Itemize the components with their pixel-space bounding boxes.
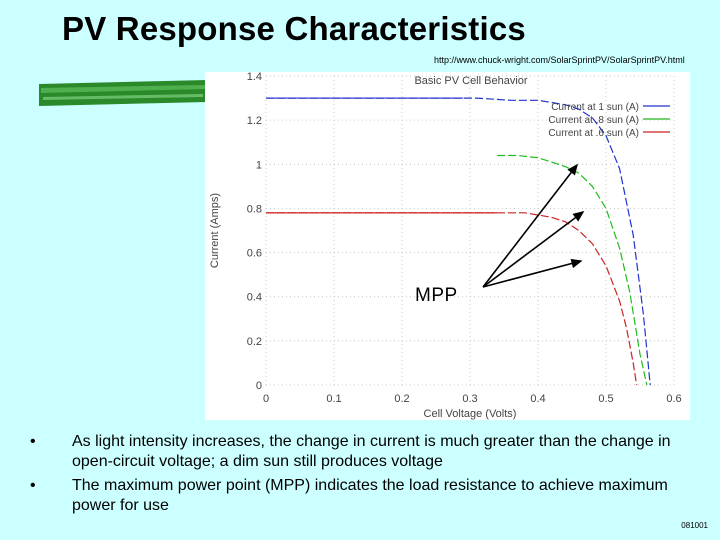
bullet-marker: •: [30, 433, 36, 450]
y-tick-label: 1: [256, 159, 262, 171]
y-tick-label: 1.4: [247, 72, 262, 83]
chart-title: Basic PV Cell Behavior: [414, 75, 527, 87]
bullet-text: The maximum power point (MPP) indicates …: [72, 477, 668, 514]
y-tick-label: 0.2: [247, 336, 262, 348]
x-tick-label: 0.3: [462, 393, 477, 405]
mpp-label: MPP: [415, 285, 458, 306]
chart-background: [205, 72, 690, 420]
slide-footer: 081001: [681, 521, 708, 530]
series-line: [497, 154, 648, 386]
x-tick-label: 0.2: [394, 393, 409, 405]
y-tick-label: 0: [256, 380, 262, 392]
x-tick-label: 0.5: [598, 393, 613, 405]
series-line: [266, 97, 651, 386]
y-tick-label: 0.4: [247, 292, 262, 304]
x-tick-label: 0.1: [326, 393, 341, 405]
iv-curve-chart: 0 0.1 0.2 0.3 0.4 0.5 0.6 0 0.2 0.4 0.6 0.8 1 1.2 1.4 B…: [205, 71, 690, 420]
bullet-list: • As light intensity increases, the chan…: [30, 432, 690, 520]
decorative-banner: [37, 76, 209, 108]
y-tick-label: 1.2: [247, 115, 262, 127]
mpp-arrow: [482, 211, 585, 288]
mpp-arrow: [482, 258, 583, 288]
bullet-item: • The maximum power point (MPP) indicate…: [30, 476, 690, 516]
y-tick-label: 0.6: [247, 248, 262, 260]
source-url: http://www.chuck-wright.com/SolarSprintP…: [434, 55, 685, 65]
chart-svg: 0 0.1 0.2 0.3 0.4 0.5 0.6 0 0.2 0.4 0.6 0.8 1 1.2 1.4 B…: [205, 71, 690, 420]
legend-label: Current at 1 sun (A): [551, 102, 639, 113]
bullet-marker: •: [30, 477, 36, 494]
x-axis-label: Cell Voltage (Volts): [424, 408, 517, 420]
y-tick-label: 0.8: [247, 203, 262, 215]
x-tick-label: 0: [263, 393, 269, 405]
legend-label: Current at .6 sun (A): [548, 128, 639, 139]
x-tick-label: 0.6: [666, 393, 681, 405]
mpp-arrow: [482, 163, 578, 288]
slide-title: PV Response Characteristics: [62, 10, 526, 47]
y-axis-label: Current (Amps): [209, 193, 221, 268]
series-line: [266, 212, 638, 386]
bullet-item: • As light intensity increases, the chan…: [30, 432, 690, 472]
legend-label: Current at .8 sun (A): [548, 115, 639, 126]
bullet-text: As light intensity increases, the change…: [72, 433, 671, 470]
x-tick-label: 0.4: [530, 393, 545, 405]
